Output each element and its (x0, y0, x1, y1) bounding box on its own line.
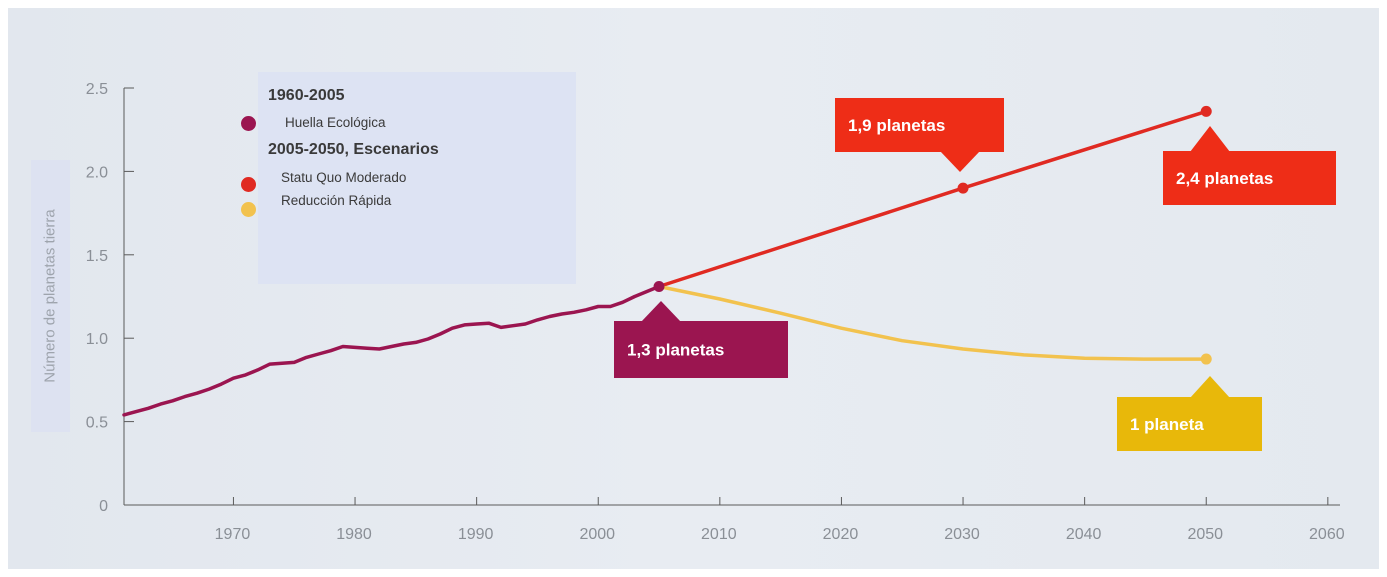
annotation-pointer (940, 151, 980, 172)
legend-title-scenarios: 2005-2050, Escenarios (268, 141, 439, 158)
x-tick-label: 2030 (944, 526, 980, 543)
annotation-label: 1 planeta (1130, 415, 1204, 434)
annotation-label: 1,9 planetas (848, 116, 945, 135)
x-tick-label: 1970 (215, 526, 251, 543)
legend-label-reduccion: Reducción Rápida (281, 193, 392, 208)
annotation-callout: 1,9 planetas (835, 98, 1004, 172)
data-point-marker (1200, 105, 1212, 117)
annotation-box (1163, 151, 1336, 205)
legend-marker-statu-quo (241, 177, 256, 192)
annotation-box (1117, 397, 1262, 451)
chart-frame (8, 8, 1379, 569)
x-tick-label: 1980 (336, 526, 372, 543)
x-tick-label: 2050 (1187, 526, 1223, 543)
data-point-marker (1200, 353, 1212, 365)
data-point-marker (957, 182, 969, 194)
annotation-callout: 1,3 planetas (614, 301, 788, 378)
x-tick-label: 2010 (701, 526, 737, 543)
x-tick-label: 2000 (579, 526, 615, 543)
x-tick-label: 2060 (1309, 526, 1345, 543)
y-axis-label-box (31, 160, 70, 432)
annotation-callout: 2,4 planetas (1163, 126, 1336, 205)
annotation-pointer (1190, 126, 1230, 152)
y-tick-label: 1.0 (86, 331, 108, 348)
annotation-label: 2,4 planetas (1176, 169, 1273, 188)
x-tick-label: 2040 (1066, 526, 1102, 543)
legend-marker-reduccion (241, 202, 256, 217)
y-tick-label: 2.5 (86, 81, 108, 98)
annotation-box (835, 98, 1004, 152)
data-point-marker (653, 280, 665, 292)
series-line-huella-ecologica (122, 284, 661, 417)
y-tick-label: 1.5 (86, 248, 108, 265)
y-tick-label: 0 (99, 498, 108, 515)
legend (258, 72, 576, 284)
y-tick-label: 0.5 (86, 415, 108, 432)
x-tick-label: 1990 (458, 526, 494, 543)
annotation-label: 1,3 planetas (627, 341, 724, 360)
annotation-pointer (641, 301, 681, 322)
annotation-box (614, 321, 788, 378)
legend-label-statu-quo: Statu Quo Moderado (281, 170, 407, 185)
legend-marker-huella (241, 116, 256, 131)
annotation-callout: 1 planeta (1117, 376, 1262, 451)
legend-title-historical: 1960-2005 (268, 87, 345, 104)
x-tick-label: 2020 (823, 526, 859, 543)
annotation-pointer (1190, 376, 1230, 398)
series-line-reduccion-rapida (657, 284, 1208, 361)
legend-label-huella: Huella Ecológica (285, 115, 386, 130)
y-tick-label: 2.0 (86, 164, 108, 181)
